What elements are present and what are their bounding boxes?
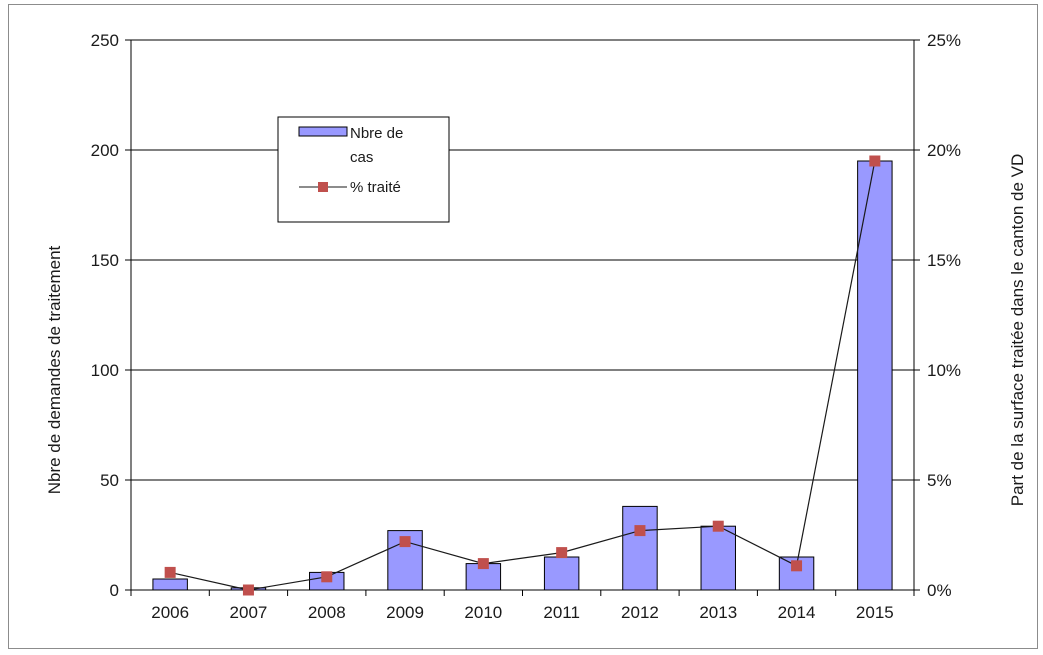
right-tick-label: 10%	[927, 361, 961, 380]
right-tick-label: 25%	[927, 31, 961, 50]
left-tick-label: 100	[91, 361, 119, 380]
line-point-2015	[869, 155, 881, 167]
legend: Nbre de cas % traité	[277, 116, 450, 223]
legend-bar-label-line1: Nbre de	[350, 125, 403, 142]
gridlines	[131, 39, 914, 591]
x-tick-label: 2009	[386, 603, 424, 622]
x-tick-label: 2010	[464, 603, 502, 622]
line-point-2006	[164, 566, 176, 578]
line-point-2013	[712, 520, 724, 532]
left-tick-label: 0	[110, 581, 119, 600]
line-point-2007	[242, 584, 254, 596]
bar-2015	[857, 160, 893, 591]
legend-line-label: % traité	[350, 179, 401, 196]
bar-2013	[700, 525, 736, 591]
x-tick-label: 2014	[778, 603, 816, 622]
line-series	[164, 155, 881, 596]
line-path	[170, 160, 876, 591]
bar-series	[152, 160, 893, 591]
x-axis-ticks: 2006 2007 2008 2009 2010 2011 2012 2013 2014 2015	[130, 590, 915, 622]
left-axis-ticks: 0 50 100 150 200 250	[91, 31, 131, 600]
axes	[130, 40, 915, 591]
line-point-2010	[477, 558, 489, 570]
bar-2011	[543, 556, 580, 591]
x-tick-label: 2011	[543, 603, 580, 622]
legend-line-marker	[318, 182, 328, 192]
bar-2006	[152, 578, 188, 591]
legend-bar-swatch	[298, 126, 348, 137]
line-point-2008	[321, 571, 333, 583]
right-tick-label: 20%	[927, 141, 961, 160]
line-point-2009	[399, 536, 411, 548]
left-tick-label: 250	[91, 31, 119, 50]
right-axis-ticks: 0% 5% 10% 15% 20% 25%	[914, 31, 961, 600]
x-tick-label: 2012	[621, 603, 659, 622]
x-tick-label: 2006	[151, 603, 189, 622]
bar-2012	[622, 505, 658, 591]
right-tick-label: 15%	[927, 251, 961, 270]
left-tick-label: 150	[91, 251, 119, 270]
y2-axis-label: Part de la surface traitée dans le canto…	[1008, 154, 1027, 506]
x-tick-label: 2008	[308, 603, 346, 622]
right-tick-label: 0%	[927, 581, 952, 600]
right-tick-label: 5%	[927, 471, 952, 490]
left-tick-label: 50	[100, 471, 119, 490]
legend-bar-label-line2: cas	[350, 149, 373, 166]
line-point-2014	[791, 560, 803, 572]
left-tick-label: 200	[91, 141, 119, 160]
x-tick-label: 2013	[699, 603, 737, 622]
line-point-2011	[556, 547, 568, 559]
x-tick-label: 2015	[856, 603, 894, 622]
y-axis-label: Nbre de demandes de traitement	[45, 245, 64, 494]
line-point-2012	[634, 525, 646, 537]
x-tick-label: 2007	[230, 603, 268, 622]
